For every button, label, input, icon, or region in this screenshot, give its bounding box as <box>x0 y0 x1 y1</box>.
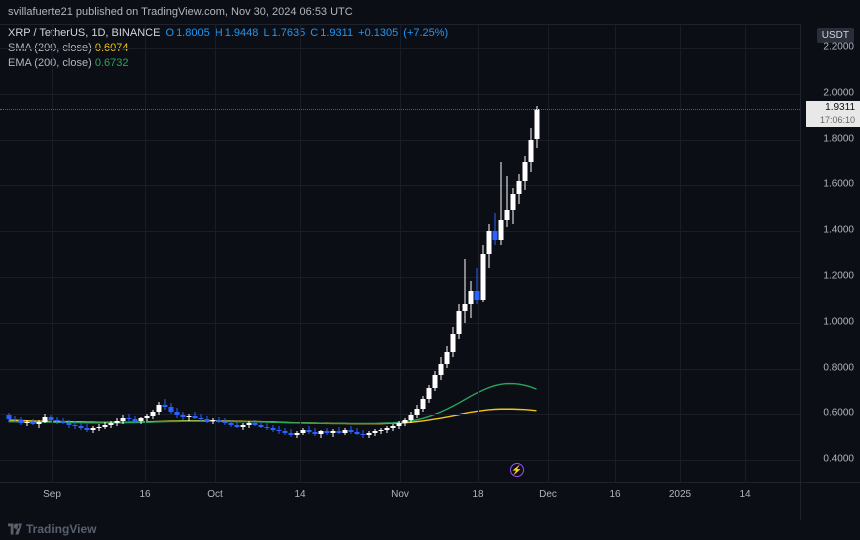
go-to-realtime-icon[interactable]: ⚡ <box>510 463 524 477</box>
gridline-v <box>300 25 301 483</box>
x-tick-label: Dec <box>539 489 557 500</box>
y-tick-label: 0.4000 <box>823 454 854 465</box>
ema-line[interactable] <box>9 384 537 424</box>
y-axis[interactable]: USDT 0.40000.60000.80001.00001.20001.400… <box>800 24 860 482</box>
gridline-v <box>215 25 216 483</box>
gridline-v <box>478 25 479 483</box>
x-tick-label: Nov <box>391 489 409 500</box>
x-tick-label: 14 <box>294 489 305 500</box>
y-tick-label: 0.6000 <box>823 408 854 419</box>
tradingview-brand[interactable]: TradingView <box>8 522 96 536</box>
gridline-v <box>615 25 616 483</box>
publish-timestamp: Nov 30, 2024 06:53 UTC <box>231 6 353 18</box>
x-axis-right-gap <box>800 482 860 520</box>
gridline-v <box>52 25 53 483</box>
last-price-line <box>0 109 800 110</box>
publish-author: svillafuerte21 <box>8 6 73 18</box>
x-tick-label: 14 <box>739 489 750 500</box>
y-tick-label: 0.8000 <box>823 362 854 373</box>
tradingview-logo-icon <box>8 522 22 536</box>
sma-line[interactable] <box>9 409 537 423</box>
publish-on: published on <box>76 6 141 18</box>
x-tick-label: Sep <box>43 489 61 500</box>
x-tick-label: Oct <box>207 489 223 500</box>
brand-text: TradingView <box>26 522 96 536</box>
y-tick-label: 1.8000 <box>823 133 854 144</box>
gridline-v <box>745 25 746 483</box>
y-tick-label: 1.6000 <box>823 179 854 190</box>
gridline-v <box>400 25 401 483</box>
publish-line: svillafuerte21 published on TradingView.… <box>8 6 353 18</box>
y-tick-label: 1.4000 <box>823 225 854 236</box>
y-tick-label: 2.0000 <box>823 87 854 98</box>
gridline-v <box>680 25 681 483</box>
y-tick-label: 1.2000 <box>823 270 854 281</box>
x-tick-label: 16 <box>139 489 150 500</box>
last-price-tag: 1.931117:06:10 <box>806 101 860 127</box>
chart-area[interactable]: ⚡ <box>0 24 800 482</box>
x-tick-label: 18 <box>472 489 483 500</box>
x-tick-label: 16 <box>609 489 620 500</box>
y-tick-label: 2.2000 <box>823 41 854 52</box>
x-axis[interactable]: Sep 16 Oct 14 Nov 18 Dec 16 2025 14 <box>0 482 800 520</box>
publish-site: TradingView.com <box>141 6 225 18</box>
y-tick-label: 1.0000 <box>823 316 854 327</box>
gridline-v <box>548 25 549 483</box>
x-tick-label: 2025 <box>669 489 691 500</box>
